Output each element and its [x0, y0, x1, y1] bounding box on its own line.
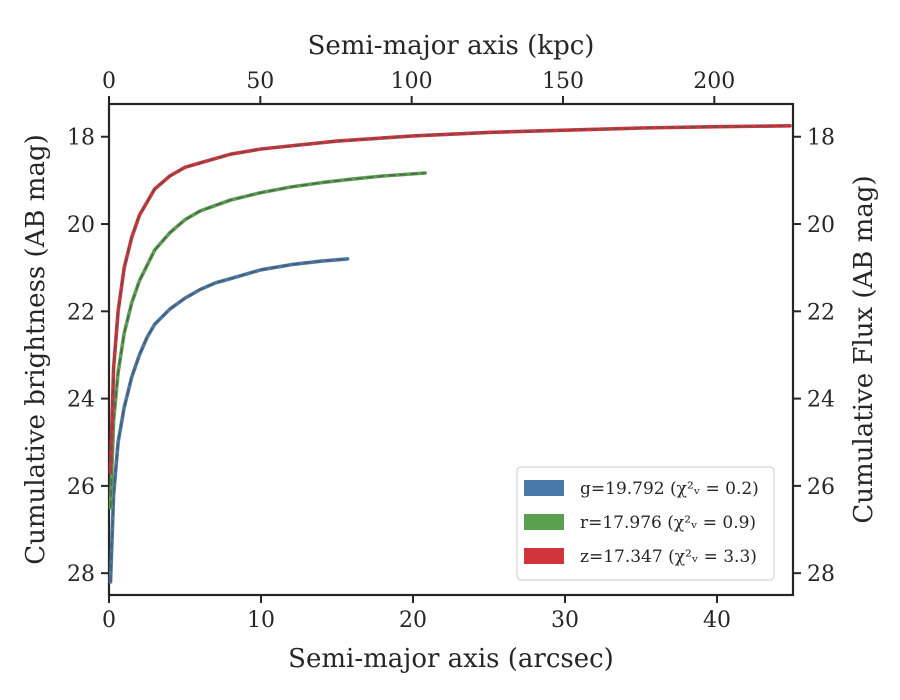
series-model-line-2 [109, 125, 791, 473]
x-top-tick-label: 50 [246, 69, 274, 94]
y-tick-label: 20 [67, 213, 95, 238]
series-model-line-0 [109, 258, 348, 582]
x-top-tick-label: 200 [693, 69, 735, 94]
x-tick-label: 10 [247, 608, 275, 633]
series-line-1 [108, 171, 428, 510]
y-tick-label: 22 [67, 300, 95, 325]
x-tick-label: 20 [399, 608, 427, 633]
x-top-axis-title: Semi-major axis (kpc) [308, 31, 595, 61]
legend-label-0: g=19.792 (χ²ᵥ = 0.2) [580, 479, 759, 499]
y-right-tick-label: 28 [807, 562, 835, 587]
y-tick-label: 26 [67, 475, 95, 500]
y-tick-label: 28 [67, 562, 95, 587]
series-model-line-1 [109, 172, 426, 508]
x-axis-title: Semi-major axis (arcsec) [288, 644, 614, 674]
y-right-tick-label: 22 [807, 300, 835, 325]
plot-frame [107, 102, 795, 597]
x-top-tick-label: 150 [542, 69, 584, 94]
legend-swatch-1 [524, 514, 564, 530]
legend-label-2: z=17.347 (χ²ᵥ = 3.3) [580, 547, 757, 567]
y-axis-title: Cumulative brightness (AB mag) [21, 134, 51, 565]
series-line-0 [108, 257, 350, 584]
y-tick-label: 24 [67, 388, 95, 413]
y-right-tick-label: 18 [807, 126, 835, 151]
legend-swatch-0 [524, 480, 564, 496]
x-top-tick-label: 100 [391, 69, 433, 94]
y-right-axis-title: Cumulative Flux (AB mag) [849, 175, 879, 523]
x-tick-label: 0 [102, 608, 116, 633]
x-top-tick-label: 0 [102, 69, 116, 94]
y-right-tick-label: 26 [807, 475, 835, 500]
x-tick-label: 30 [551, 608, 579, 633]
series-line-2 [108, 124, 792, 475]
x-tick-label: 40 [703, 608, 731, 633]
legend-box [516, 466, 775, 581]
y-right-tick-label: 20 [807, 213, 835, 238]
legend-label-1: r=17.976 (χ²ᵥ = 0.9) [580, 513, 756, 533]
legend-swatch-2 [524, 548, 564, 564]
y-tick-label: 18 [67, 126, 95, 151]
y-right-tick-label: 24 [807, 388, 835, 413]
